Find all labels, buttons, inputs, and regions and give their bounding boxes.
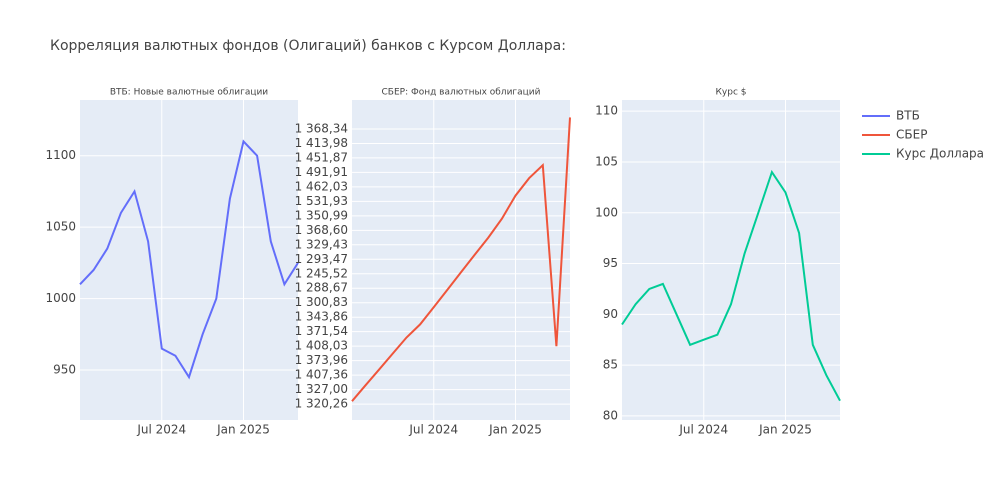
- y-tick-label: 1 462,03: [295, 179, 348, 193]
- y-tick-label: 1 371,54: [295, 324, 348, 338]
- x-tick-label: Jul 2024: [408, 423, 458, 437]
- legend-label: СБЕР: [896, 128, 927, 142]
- data-line: [79, 139, 299, 380]
- plot-area: [352, 100, 570, 420]
- x-tick-label: Jul 2024: [136, 423, 186, 437]
- y-tick-label: 1 329,43: [295, 237, 348, 251]
- y-tick-label: 950: [53, 363, 76, 377]
- y-tick-label: 1 343,86: [295, 310, 348, 324]
- figure-title: Корреляция валютных фондов (Олигаций) ба…: [50, 38, 566, 54]
- y-tick-label: 1 491,91: [295, 165, 348, 179]
- y-tick-label: 1 368,34: [295, 121, 348, 135]
- y-tick-label: 1 373,96: [295, 353, 348, 367]
- y-tick-label: 1 531,93: [295, 194, 348, 208]
- legend-label: Курс Доллара: [896, 147, 984, 161]
- y-tick-label: 1000: [45, 291, 76, 305]
- x-tick-label: Jan 2025: [758, 423, 812, 437]
- y-tick-label: 1050: [45, 220, 76, 234]
- y-tick-label: 110: [595, 104, 618, 118]
- y-tick-label: 1 451,87: [295, 150, 348, 164]
- y-tick-label: 1 288,67: [295, 281, 348, 295]
- y-tick-label: 1 300,83: [295, 295, 348, 309]
- subplot-title: СБЕР: Фонд валютных облигаций: [382, 88, 541, 98]
- y-tick-label: 95: [603, 256, 618, 270]
- y-tick-label: 100: [595, 205, 618, 219]
- plot-area: [622, 100, 840, 420]
- y-tick-label: 1 245,52: [295, 266, 348, 280]
- y-tick-label: 1100: [45, 148, 76, 162]
- y-tick-label: 80: [603, 408, 618, 422]
- y-tick-label: 105: [595, 154, 618, 168]
- data-line: [621, 169, 841, 402]
- y-tick-label: 1 350,99: [295, 208, 348, 222]
- y-tick-label: 1 408,03: [295, 339, 348, 353]
- x-tick-label: Jan 2025: [488, 423, 542, 437]
- subplot-title: Курс $: [716, 88, 747, 98]
- y-tick-label: 90: [603, 307, 618, 321]
- subplot-title: ВТБ: Новые валютные облигации: [110, 88, 268, 98]
- y-tick-label: 1 327,00: [295, 382, 348, 396]
- y-tick-label: 1 407,36: [295, 368, 348, 382]
- y-tick-label: 85: [603, 358, 618, 372]
- plot-area: [80, 100, 298, 420]
- x-tick-label: Jan 2025: [216, 423, 270, 437]
- y-tick-label: 1 320,26: [295, 397, 348, 411]
- y-tick-label: 1 293,47: [295, 252, 348, 266]
- legend-label: ВТБ: [896, 109, 920, 123]
- y-tick-label: 1 413,98: [295, 136, 348, 150]
- x-tick-label: Jul 2024: [678, 423, 728, 437]
- y-tick-label: 1 368,60: [295, 223, 348, 237]
- data-line: [351, 117, 571, 402]
